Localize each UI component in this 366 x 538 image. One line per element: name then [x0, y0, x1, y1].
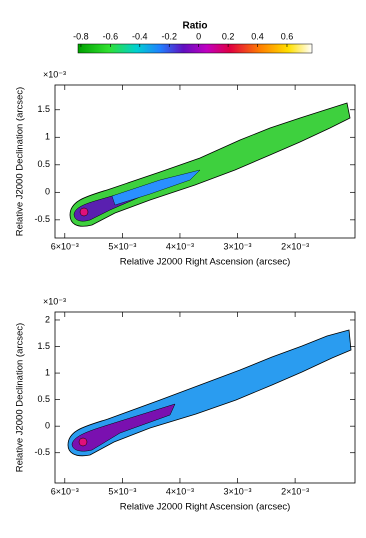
x-tick-label: 5×10⁻³	[108, 241, 136, 251]
x-tick-label: 3×10⁻³	[224, 486, 252, 496]
x-tick-label: 6×10⁻³	[51, 486, 79, 496]
colorbar-tick-label: 0.4	[251, 31, 264, 41]
y-axis-title: Relative J2000 Declination (arcsec)	[15, 323, 26, 472]
y-tick-label: 1	[45, 367, 50, 377]
y-tick-label: -0.5	[34, 214, 50, 224]
colorbar-tick-label: 0	[196, 31, 201, 41]
y-tick-label: 0.5	[37, 394, 50, 404]
y-tick-label: 1.5	[37, 104, 50, 114]
x-tick-label: 4×10⁻³	[166, 241, 194, 251]
y-scale-label: ×10⁻³	[43, 296, 66, 306]
colorbar-tick-label: -0.8	[73, 31, 89, 41]
y-tick-label: 0	[45, 187, 50, 197]
x-tick-label: 3×10⁻³	[224, 241, 252, 251]
jet-image	[69, 102, 351, 227]
x-tick-label: 2×10⁻³	[281, 241, 309, 251]
colorbar	[77, 43, 313, 54]
x-tick-label: 2×10⁻³	[281, 486, 309, 496]
jet-image	[67, 329, 352, 457]
y-tick-label: 1.5	[37, 341, 50, 351]
y-axis-title: Relative J2000 Declination (arcsec)	[15, 87, 26, 236]
y-tick-label: -0.5	[34, 447, 50, 457]
plot-frame	[54, 311, 356, 484]
y-tick-label: 0.5	[37, 159, 50, 169]
colorbar-tick-label: -0.2	[161, 31, 177, 41]
plot-frame	[54, 84, 356, 239]
y-tick-label: 1	[45, 132, 50, 142]
colorbar-tick-label: -0.6	[103, 31, 119, 41]
x-tick-label: 4×10⁻³	[166, 486, 194, 496]
x-tick-label: 6×10⁻³	[51, 241, 79, 251]
y-tick-label: 2	[45, 314, 50, 324]
colorbar-title: Ratio	[183, 21, 208, 32]
y-tick-label: 0	[45, 421, 50, 431]
colorbar-tick-label: 0.6	[281, 31, 294, 41]
y-scale-label: ×10⁻³	[43, 69, 66, 79]
x-axis-title: Relative J2000 Right Ascension (arcsec)	[120, 502, 291, 513]
x-tick-label: 5×10⁻³	[108, 486, 136, 496]
colorbar-tick-label: 0.2	[222, 31, 235, 41]
x-axis-title: Relative J2000 Right Ascension (arcsec)	[120, 257, 291, 268]
colorbar-tick-label: -0.4	[132, 31, 148, 41]
